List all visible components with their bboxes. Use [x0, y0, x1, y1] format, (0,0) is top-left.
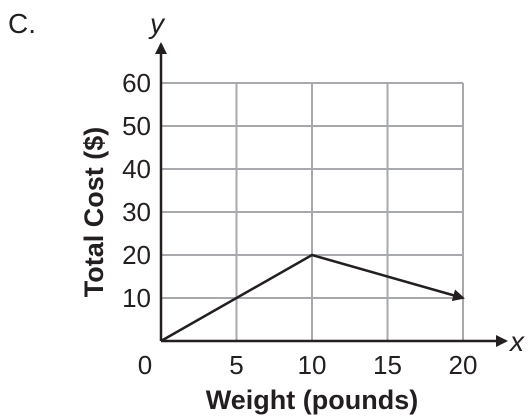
y-tick-label: 40 [122, 154, 151, 184]
axes [155, 42, 508, 347]
x-tick-label: 0 [138, 350, 152, 380]
x-tick-label: 10 [298, 350, 327, 380]
y-tick-label: 10 [122, 283, 151, 313]
x-tick-label: 15 [373, 350, 402, 380]
y-axis-title: Total Cost ($) [79, 127, 109, 298]
y-tick-label: 30 [122, 197, 151, 227]
series [160, 253, 465, 343]
tick-labels: 0 5 10 15 20 10 20 30 40 50 60 [122, 68, 477, 380]
y-tick-label: 20 [122, 240, 151, 270]
series-line [160, 253, 465, 343]
panel-label: C. [8, 8, 36, 39]
y-tick-label: 60 [122, 68, 151, 98]
x-axis-title: Weight (pounds) [206, 385, 418, 415]
x-tick-label: 5 [229, 350, 243, 380]
grid [161, 82, 464, 341]
y-axis-variable: y [148, 8, 166, 39]
y-tick-label: 50 [122, 111, 151, 141]
x-axis-variable: x [508, 326, 525, 357]
x-tick-label: 20 [449, 350, 478, 380]
